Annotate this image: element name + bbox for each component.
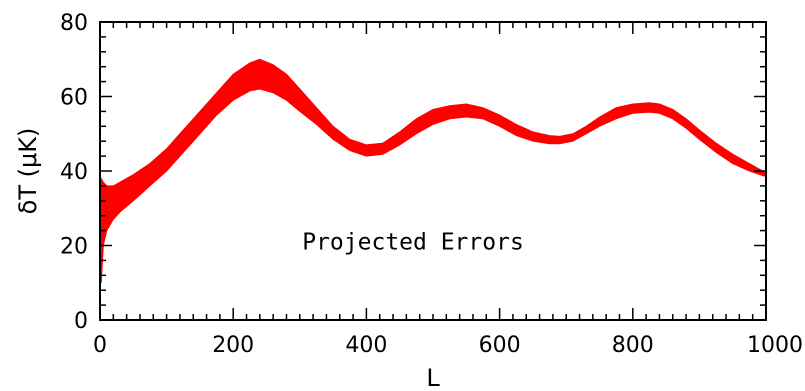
x-tick-label: 600	[479, 333, 521, 358]
y-tick-label: 20	[60, 235, 88, 260]
x-tick-label: 0	[93, 333, 107, 358]
y-axis-label: δT (μK)	[14, 128, 42, 215]
x-axis-label: L	[426, 364, 440, 391]
x-tick-label: 200	[212, 333, 254, 358]
y-tick-label: 60	[60, 86, 88, 111]
y-tick-label: 0	[74, 309, 88, 334]
tick-labels: 0 200 400 600 800 1000 0 20 40 60 80	[60, 11, 803, 358]
ticks	[99, 21, 767, 321]
plot-frame	[99, 21, 767, 321]
x-tick-label: 400	[345, 333, 387, 358]
x-tick-label: 1000	[747, 333, 803, 358]
annotation-projected-errors: Projected Errors	[302, 230, 524, 256]
y-tick-label: 40	[60, 160, 88, 185]
y-tick-label: 80	[60, 11, 88, 36]
x-tick-label: 800	[612, 333, 654, 358]
